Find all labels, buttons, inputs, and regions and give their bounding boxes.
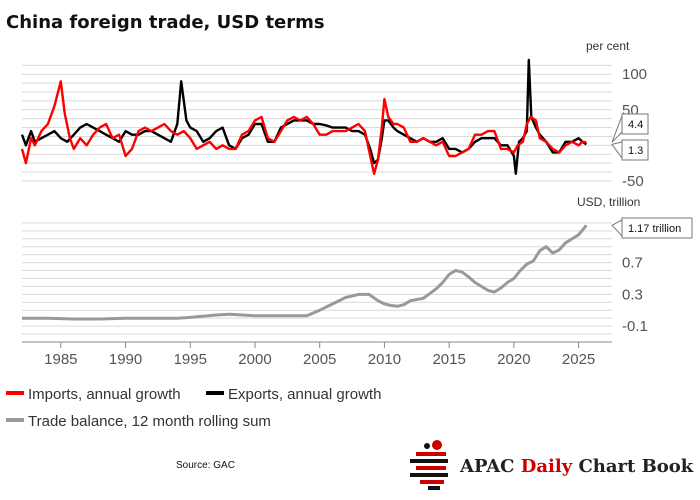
bottom-y-ticks: 0.7 0.3 -0.1: [622, 255, 648, 335]
top-unit-label: per cent: [586, 39, 630, 53]
legend-label-trade-balance: Trade balance, 12 month rolling sum: [28, 413, 271, 430]
bottom-callouts: 1.17 trillion: [611, 217, 693, 239]
x-tick-label: 2000: [238, 351, 271, 368]
bottom-series: [22, 224, 588, 321]
legend-label-imports: Imports, annual growth: [28, 386, 181, 403]
x-tick-label: 2005: [303, 351, 336, 368]
top-series-line-exports-annual-growth: [20, 58, 588, 176]
bottom-gridlines: [22, 222, 612, 335]
legend: Imports, annual growth Exports, annual g…: [6, 386, 381, 430]
brand-name-apac: APAC: [459, 456, 521, 477]
legend-swatch-exports: [206, 391, 224, 395]
top-callouts: 4.4 1.3: [611, 113, 649, 161]
x-tick-label: 2015: [432, 351, 465, 368]
x-tick-label: 2020: [497, 351, 530, 368]
bottom-y-tick-label: -0.1: [622, 318, 648, 335]
callout-trade-balance-label: 1.17 trillion: [628, 223, 681, 235]
brand-name-daily: Daily: [521, 456, 573, 477]
bottom-unit-label: USD, trillion: [577, 195, 640, 209]
top-series-line-imports-annual-growth: [20, 80, 587, 176]
x-tick-label: 2010: [368, 351, 401, 368]
legend-swatch-trade-balance: [6, 418, 24, 422]
callout-trade-balance: 1.17 trillion: [611, 217, 693, 239]
x-tick-label: 1995: [174, 351, 207, 368]
bottom-y-tick-label: 0.3: [622, 286, 643, 303]
callout-imports: 4.4: [611, 113, 649, 143]
source-note: Source: GAC: [176, 460, 235, 471]
brand-logo-icon: [410, 440, 448, 490]
bottom-series-line-trade-balance-12-month-rolling-sum: [22, 224, 588, 321]
top-y-tick-label: -50: [622, 173, 644, 190]
top-series: [20, 58, 588, 176]
legend-label-exports: Exports, annual growth: [228, 386, 381, 403]
callout-imports-label: 4.4: [628, 119, 643, 131]
legend-swatch-imports: [6, 391, 24, 395]
callout-exports: 1.3: [611, 139, 649, 161]
brand-name-chart-book: Chart Book: [572, 456, 694, 477]
x-tick-label: 1985: [44, 351, 77, 368]
x-ticks: 1985 1990 1995 2000 2005 2010 2015 2020 2025: [44, 342, 595, 368]
callout-exports-label: 1.3: [628, 145, 643, 157]
top-y-tick-label: 100: [622, 66, 647, 83]
x-tick-label: 2025: [562, 351, 595, 368]
chart-title: China foreign trade, USD terms: [6, 12, 325, 33]
brand-name: APAC Daily Chart Book: [459, 456, 694, 477]
bottom-y-tick-label: 0.7: [622, 255, 643, 272]
x-tick-label: 1990: [109, 351, 142, 368]
